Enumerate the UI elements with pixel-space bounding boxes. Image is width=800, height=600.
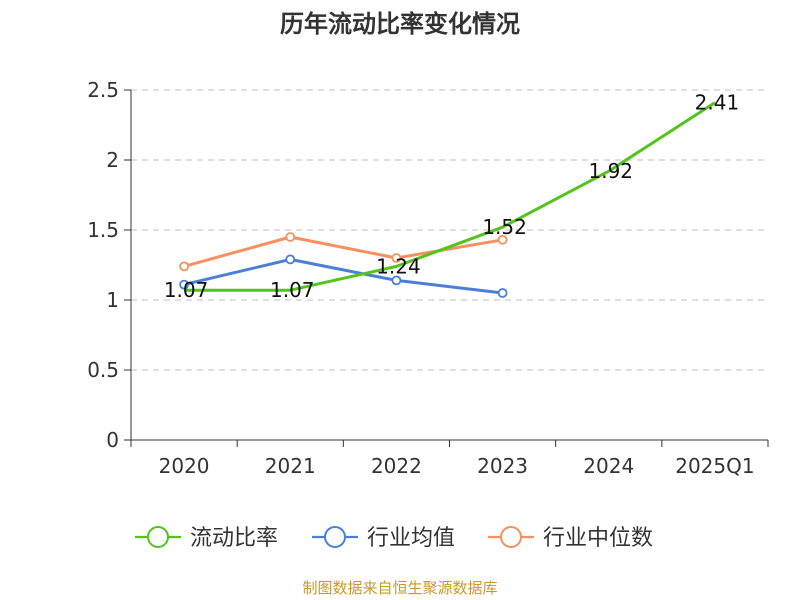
series-point-2: [497, 288, 508, 298]
series-line-1: [184, 101, 716, 292]
legend-marker: [500, 526, 522, 548]
data-label: 1.07: [270, 278, 315, 302]
x-tick-label: 2024: [583, 454, 634, 478]
data-label: 1.52: [482, 215, 527, 239]
series-point-3: [497, 234, 508, 245]
series-point-3: [179, 261, 189, 272]
series-point-2: [179, 279, 189, 290]
legend-item-3[interactable]: 行业中位数: [488, 526, 653, 551]
y-tick-label: 1.5: [87, 218, 119, 242]
y-tick-label: 0: [106, 428, 119, 452]
data-label: 1.24: [376, 254, 421, 278]
series-line-3: [183, 235, 503, 268]
x-tick-label: 2022: [371, 454, 422, 478]
y-tick-label: 0.5: [87, 358, 119, 382]
legend-item-2[interactable]: 行业均值: [312, 526, 455, 551]
chart-title: 历年流动比率变化情况: [280, 10, 520, 38]
y-tick-label: 1: [106, 288, 119, 312]
legend-item-1[interactable]: 流动比率: [135, 526, 278, 551]
legend-label: 流动比率: [190, 526, 278, 551]
series-group: [179, 101, 716, 298]
legend-label: 行业中位数: [543, 526, 653, 551]
series-point-2: [391, 275, 402, 286]
source-note: 制图数据来自恒生聚源数据库: [302, 579, 497, 597]
legend-marker: [147, 526, 169, 548]
data-label: 1.92: [588, 159, 633, 183]
y-tick-label: 2: [106, 148, 119, 172]
data-label: 1.07: [164, 278, 209, 302]
x-tick-label: 2021: [265, 454, 316, 478]
legend-label: 行业均值: [367, 526, 455, 551]
series-point-3: [285, 232, 296, 242]
grid-lines: [131, 89, 768, 371]
data-label: 2.41: [695, 91, 740, 115]
legend-marker: [324, 526, 346, 548]
x-tick-label: 2023: [477, 454, 528, 478]
y-tick-label: 2.5: [87, 78, 119, 102]
x-tick-label: 2025Q1: [675, 454, 754, 478]
series-point-2: [285, 254, 296, 265]
series-point-3: [391, 253, 402, 263]
data-labels: 1.07 1.07 1.24 1.52 1.92 2.41: [164, 91, 739, 303]
legend[interactable]: 流动比率 行业均值 行业中位数: [135, 526, 653, 551]
series-line-2: [183, 257, 503, 295]
x-tick-label: 2020: [159, 454, 210, 478]
